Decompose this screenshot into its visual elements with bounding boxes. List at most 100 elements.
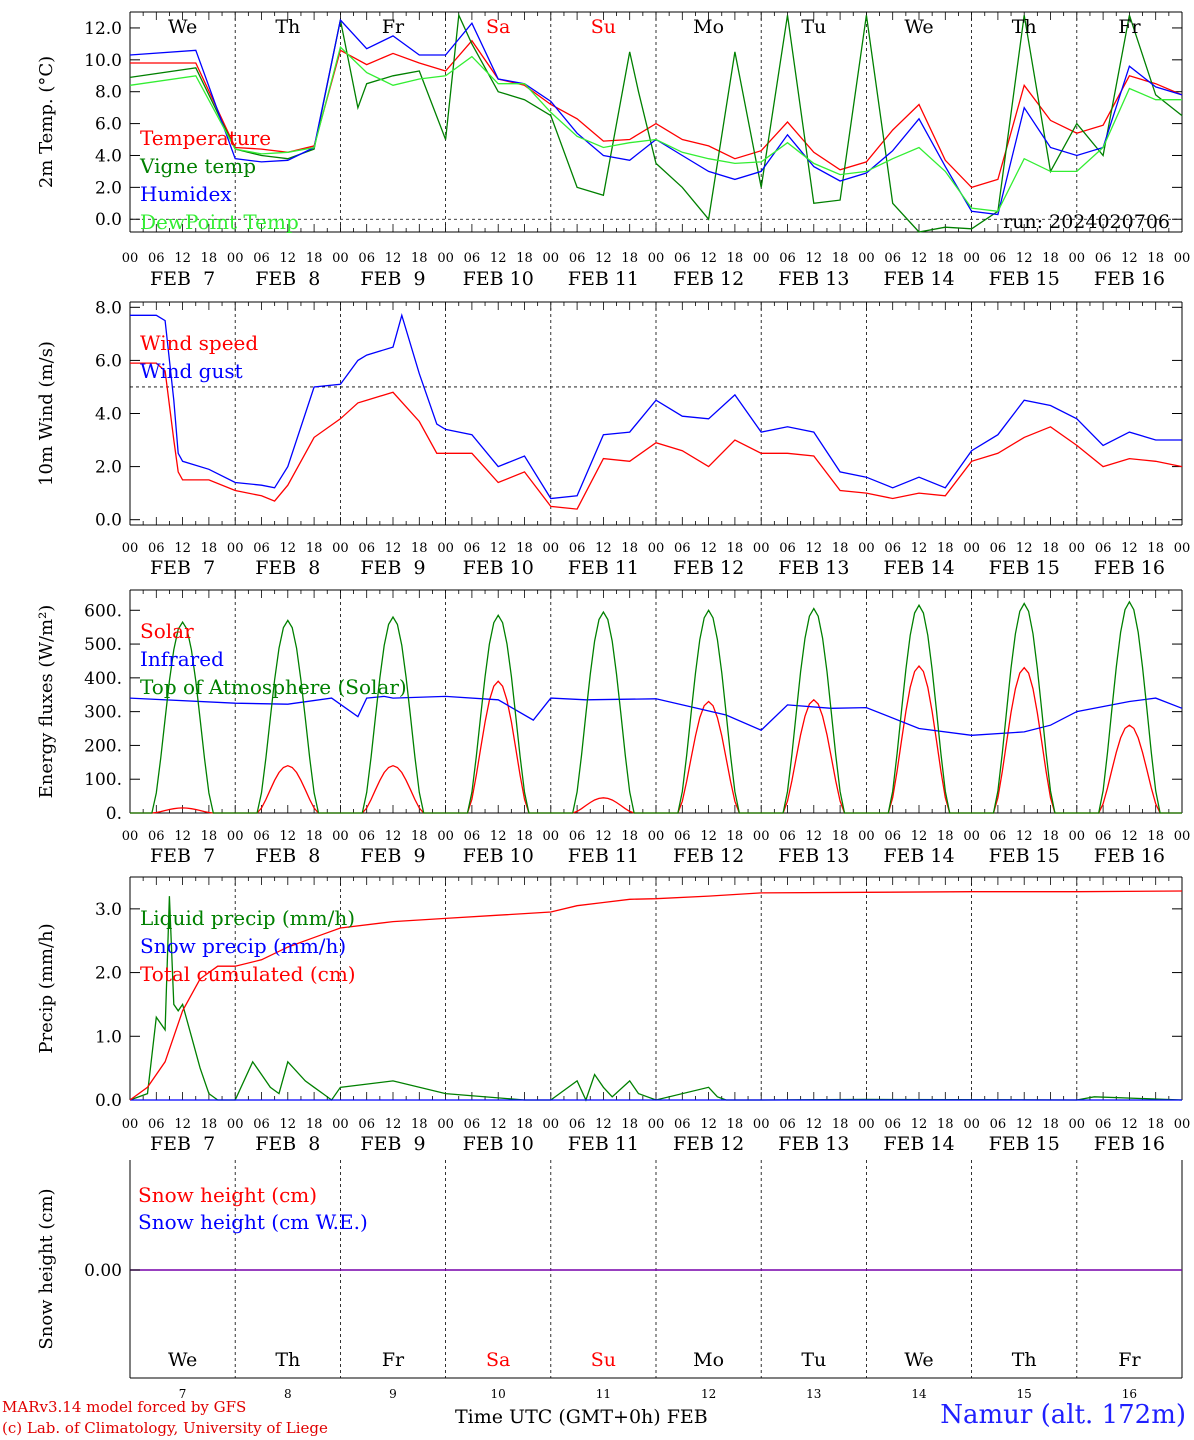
- date-number: 11: [596, 1387, 611, 1401]
- hour-tick-label: 18: [411, 251, 428, 266]
- date-label: FEB 15: [989, 1133, 1060, 1155]
- hour-tick-label: 06: [253, 829, 270, 844]
- hour-tick-label: 12: [280, 541, 297, 556]
- hour-tick-label: 00: [858, 829, 875, 844]
- date-label: FEB 15: [989, 845, 1060, 867]
- hour-tick-label: 06: [884, 1117, 901, 1132]
- hour-tick-label: 12: [700, 1117, 717, 1132]
- hour-tick-label: 06: [674, 251, 691, 266]
- hour-tick-label: 00: [227, 541, 244, 556]
- hour-tick-label: 06: [779, 1117, 796, 1132]
- hour-tick-label: 00: [227, 251, 244, 266]
- hour-tick-label: 12: [174, 541, 191, 556]
- hour-tick-label: 00: [858, 251, 875, 266]
- hour-tick-label: 06: [1095, 829, 1112, 844]
- weekday-label: Tu: [801, 1349, 826, 1371]
- weekday-label: Fr: [382, 1349, 405, 1371]
- weekday-label: Sa: [486, 16, 510, 38]
- date-label: FEB 8: [255, 557, 320, 579]
- legend-entry: Top of Atmosphere (Solar): [140, 675, 407, 699]
- hour-tick-label: 12: [911, 251, 928, 266]
- hour-tick-label: 06: [253, 1117, 270, 1132]
- hour-tick-label: 06: [779, 541, 796, 556]
- hour-tick-label: 00: [227, 829, 244, 844]
- date-number: 7: [179, 1387, 187, 1401]
- hour-tick-label: 00: [963, 829, 980, 844]
- hour-tick-label: 18: [1042, 251, 1059, 266]
- y-tick-label: 2.0: [95, 458, 122, 478]
- weekday-label: We: [168, 1349, 197, 1371]
- hour-tick-label: 06: [569, 541, 586, 556]
- hour-tick-label: 00: [543, 541, 560, 556]
- legend-entry: Temperature: [140, 126, 271, 150]
- hour-tick-label: 12: [700, 251, 717, 266]
- series-line-vigne-temp: [129, 12, 1183, 233]
- y-tick-label: 2.0: [95, 964, 122, 984]
- hour-tick-label: 18: [306, 1117, 323, 1132]
- series-line-wind-speed: [130, 362, 1183, 510]
- hour-tick-label: 12: [806, 829, 823, 844]
- hour-tick-label: 12: [174, 1117, 191, 1132]
- hour-tick-label: 12: [1121, 829, 1138, 844]
- hour-tick-label: 18: [1147, 1117, 1164, 1132]
- date-label: FEB 12: [673, 268, 744, 290]
- hour-tick-label: 12: [911, 1117, 928, 1132]
- hour-tick-label: 06: [358, 541, 375, 556]
- hour-tick-label: 12: [490, 541, 507, 556]
- y-axis-label: Snow height (cm): [36, 1188, 57, 1349]
- hour-tick-label: 18: [937, 251, 954, 266]
- hour-tick-label: 12: [1016, 251, 1033, 266]
- hour-tick-label: 18: [727, 829, 744, 844]
- date-label: FEB 8: [255, 845, 320, 867]
- hour-tick-label: 18: [937, 829, 954, 844]
- weekday-label: We: [168, 16, 197, 38]
- hour-tick-label: 00: [543, 1117, 560, 1132]
- hour-tick-label: 12: [806, 541, 823, 556]
- weekday-label: Fr: [1118, 16, 1141, 38]
- y-tick-label: 8.0: [95, 298, 122, 318]
- hour-tick-label: 18: [516, 829, 533, 844]
- weekday-label: We: [904, 16, 933, 38]
- y-tick-label: 600.: [84, 601, 122, 621]
- series-line-humidex: [129, 18, 1183, 216]
- legend-entry: Infrared: [140, 647, 224, 671]
- hour-tick-label: 12: [280, 1117, 297, 1132]
- legend-entry: Humidex: [140, 182, 232, 206]
- y-tick-label: 4.0: [95, 146, 122, 166]
- date-label: FEB 10: [463, 845, 534, 867]
- hour-tick-label: 06: [674, 829, 691, 844]
- y-tick-label: 0.: [106, 804, 122, 824]
- date-label: FEB 13: [778, 557, 849, 579]
- date-label: FEB 9: [360, 268, 425, 290]
- date-label: FEB 7: [150, 1133, 215, 1155]
- y-tick-label: 6.0: [95, 351, 122, 371]
- hour-tick-label: 12: [700, 541, 717, 556]
- hour-tick-label: 18: [621, 541, 638, 556]
- hour-tick-label: 00: [1174, 541, 1191, 556]
- hour-tick-label: 00: [332, 251, 349, 266]
- hour-tick-label: 18: [306, 829, 323, 844]
- hour-tick-label: 00: [332, 541, 349, 556]
- hour-tick-label: 18: [201, 829, 218, 844]
- hour-tick-label: 06: [569, 829, 586, 844]
- date-label: FEB 9: [360, 557, 425, 579]
- hour-tick-label: 06: [464, 541, 481, 556]
- date-number: 14: [911, 1387, 927, 1401]
- time-axis-label: Time UTC (GMT+0h) FEB: [455, 1406, 708, 1428]
- hour-tick-label: 18: [411, 541, 428, 556]
- hour-tick-label: 12: [595, 829, 612, 844]
- hour-tick-label: 12: [280, 829, 297, 844]
- hour-tick-label: 18: [727, 251, 744, 266]
- y-axis-label: Energy fluxes (W/m²): [36, 605, 57, 799]
- date-label: FEB 10: [463, 1133, 534, 1155]
- hour-tick-label: 06: [464, 1117, 481, 1132]
- hour-tick-label: 12: [385, 251, 402, 266]
- hour-tick-label: 06: [990, 829, 1007, 844]
- hour-tick-label: 06: [253, 541, 270, 556]
- date-label: FEB 8: [255, 268, 320, 290]
- hour-tick-label: 12: [1121, 251, 1138, 266]
- hour-tick-label: 06: [358, 829, 375, 844]
- hour-tick-label: 06: [990, 541, 1007, 556]
- date-label: FEB 11: [568, 845, 639, 867]
- hour-tick-label: 18: [1147, 541, 1164, 556]
